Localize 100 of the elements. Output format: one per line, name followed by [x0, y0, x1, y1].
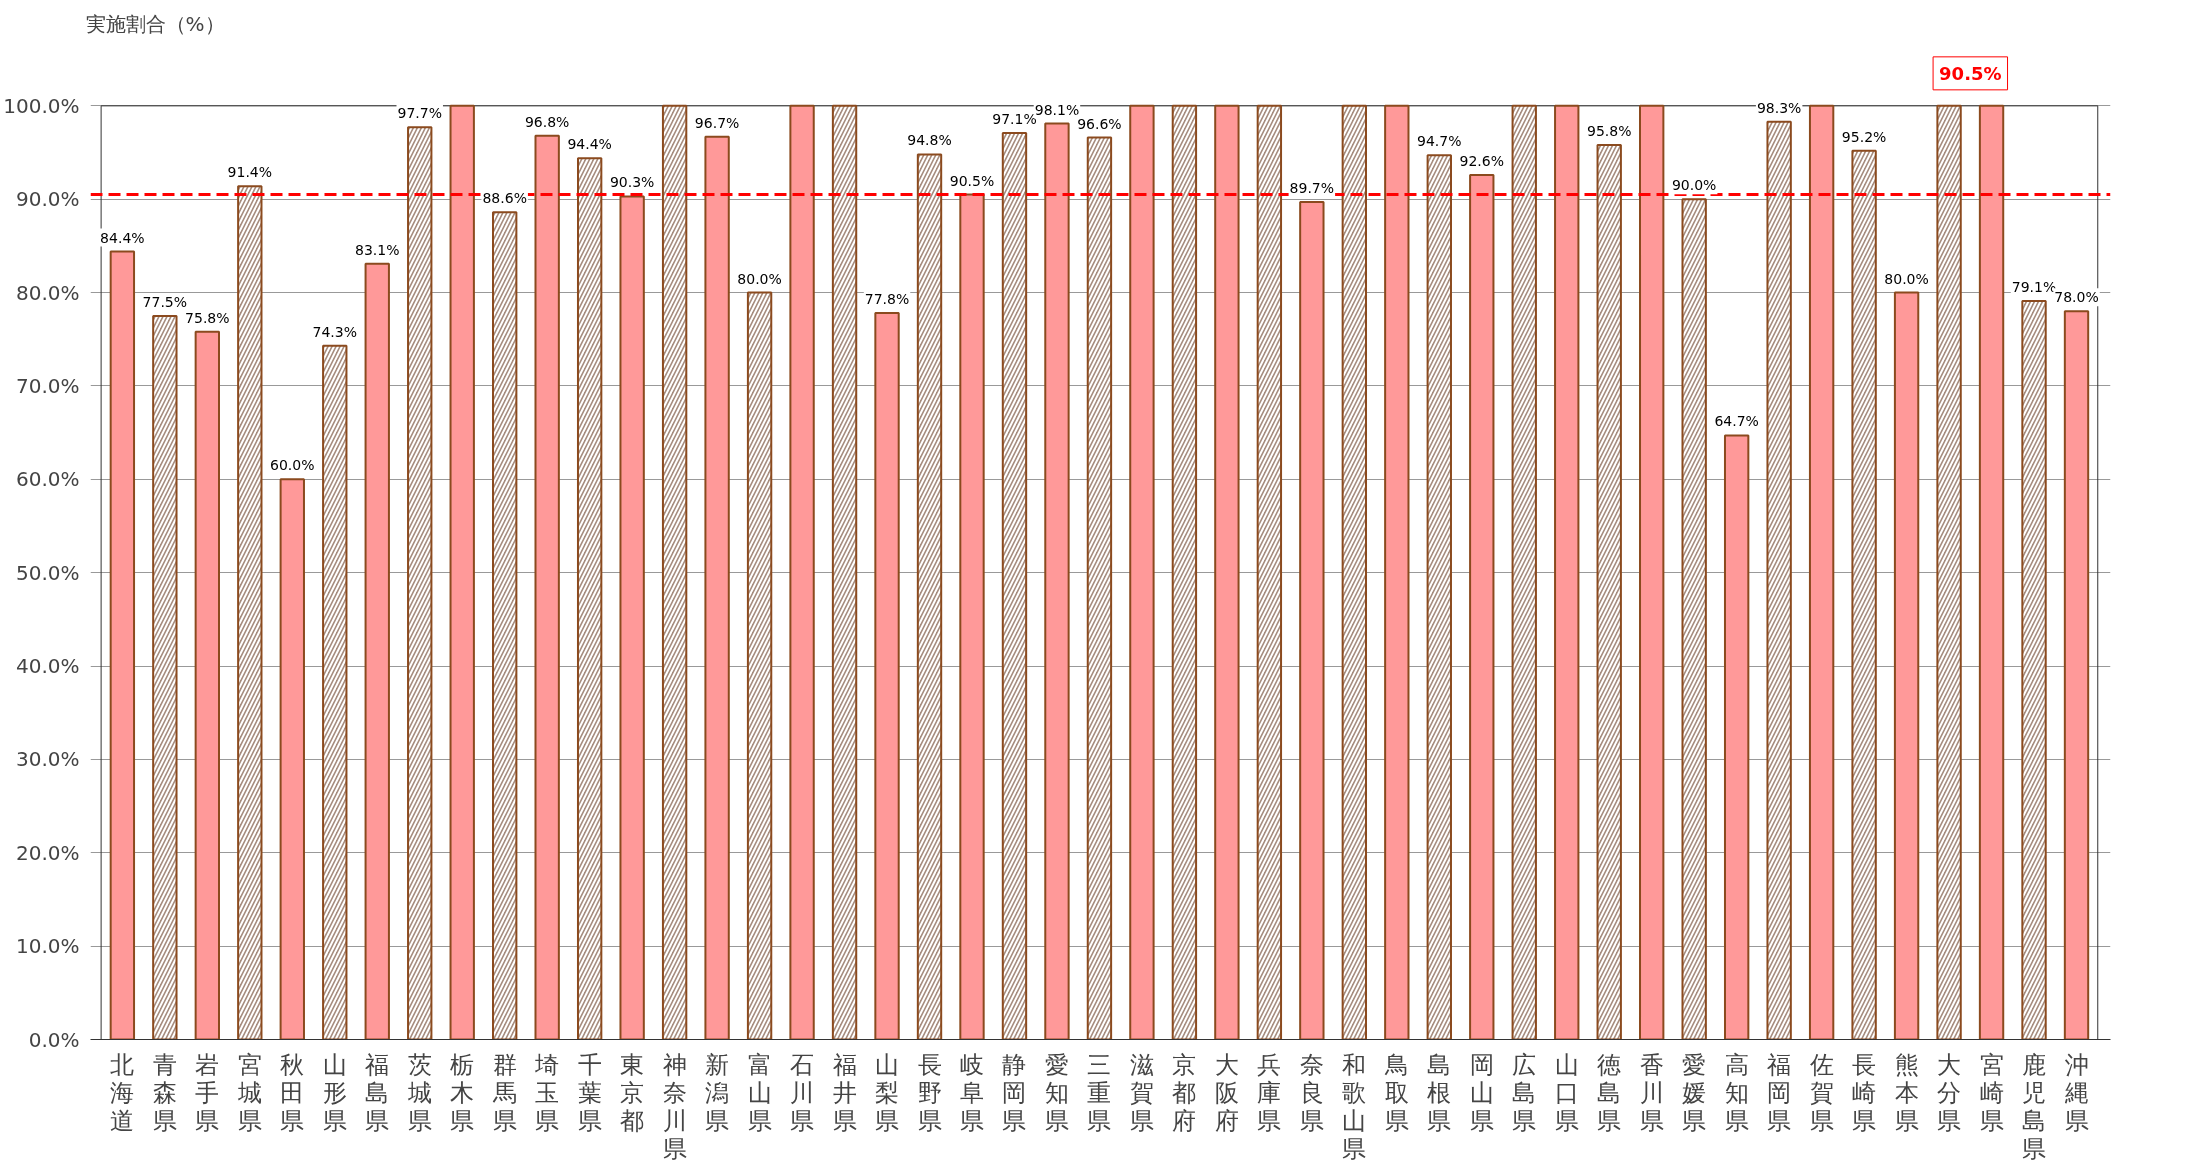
x-tick-label: 山梨県 [875, 1050, 900, 1135]
data-label: 97.1% [992, 110, 1037, 127]
x-tick-label: 鳥取県 [1383, 1050, 1409, 1135]
x-tick-label: 青森県 [152, 1050, 177, 1135]
data-label: 83.1% [355, 241, 400, 258]
data-label: 94.8% [907, 132, 952, 149]
x-tick-label: 石川県 [790, 1050, 815, 1135]
data-label: 80.0% [1884, 270, 1929, 287]
data-label: 60.0% [270, 457, 315, 474]
bar [874, 312, 900, 1040]
x-tick-label: 福岡県 [1767, 1050, 1792, 1135]
x-tick-label: 新潟県 [705, 1050, 730, 1135]
y-tick-label: 100.0% [3, 93, 80, 118]
x-tick-label: 埼玉県 [534, 1050, 560, 1135]
x-tick-label: 山形県 [322, 1050, 347, 1135]
x-tick-label: 岐阜県 [959, 1050, 984, 1135]
data-label: 89.7% [1289, 180, 1335, 197]
y-tick-label: 20.0% [15, 840, 80, 865]
data-label: 64.7% [1714, 413, 1759, 430]
data-label: 84.4% [100, 229, 145, 246]
x-tick-label: 福島県 [365, 1050, 390, 1135]
data-label: 80.0% [737, 270, 782, 287]
data-label: 78.0% [2054, 289, 2099, 306]
bar [1978, 104, 2005, 1040]
data-label: 77.8% [864, 291, 910, 308]
data-label: 92.6% [1459, 152, 1505, 169]
bar [789, 104, 815, 1040]
data-label: 96.7% [694, 114, 740, 131]
bar [1044, 122, 1070, 1040]
x-tick-label: 鹿児島県 [2022, 1050, 2047, 1163]
x-tick-label: 大分県 [1937, 1050, 1962, 1135]
ref-line-label: 90.5% [1939, 62, 2002, 84]
x-tick-label: 愛知県 [1044, 1050, 1069, 1135]
x-tick-label: 奈良県 [1299, 1050, 1324, 1135]
y-tick-label: 70.0% [15, 373, 80, 398]
x-tick-label: 大阪府 [1214, 1050, 1239, 1135]
data-label: 98.3% [1756, 99, 1802, 116]
bar [109, 250, 136, 1040]
data-label: 94.7% [1417, 133, 1462, 150]
bar [1384, 104, 1410, 1040]
y-tick-label: 60.0% [15, 467, 80, 492]
x-tick-label: 福井県 [832, 1050, 857, 1135]
data-label: 95.2% [1841, 128, 1887, 145]
bar [1469, 173, 1495, 1040]
bar [1893, 291, 1920, 1040]
data-label: 90.0% [1671, 177, 1717, 194]
x-tick-label: 熊本県 [1894, 1050, 1919, 1135]
data-label: 95.8% [1586, 123, 1632, 140]
bar [1639, 104, 1665, 1040]
bar [2063, 310, 2090, 1040]
bar [1129, 104, 1155, 1040]
data-label: 75.8% [185, 309, 230, 326]
data-label: 74.3% [312, 323, 358, 340]
x-tick-label: 長野県 [917, 1050, 942, 1135]
bar [449, 104, 475, 1040]
x-tick-label: 兵庫県 [1257, 1050, 1282, 1135]
y-tick-label: 50.0% [15, 560, 80, 585]
x-tick-label: 栃木県 [450, 1050, 475, 1135]
data-label: 96.6% [1077, 115, 1122, 132]
x-tick-label: 秋田県 [280, 1050, 305, 1135]
x-tick-label: 香川県 [1639, 1050, 1664, 1135]
data-label: 90.3% [609, 174, 655, 191]
data-label: 91.4% [227, 164, 273, 181]
x-tick-label: 京都府 [1172, 1050, 1197, 1135]
data-label: 96.8% [524, 113, 570, 130]
x-tick-label: 滋賀県 [1129, 1050, 1154, 1135]
x-tick-label: 北海道 [110, 1050, 135, 1135]
y-tick-label: 30.0% [15, 747, 80, 772]
x-tick-label: 茨城県 [406, 1050, 432, 1135]
x-tick-label: 富山県 [747, 1050, 772, 1135]
x-tick-label: 岩手県 [195, 1050, 220, 1135]
bar [364, 262, 390, 1040]
y-tick-label: 80.0% [15, 280, 80, 305]
data-label: 94.4% [567, 136, 612, 153]
bar [1808, 104, 1835, 1040]
x-tick-label: 宮崎県 [1979, 1050, 2004, 1135]
x-tick-label: 徳島県 [1597, 1050, 1622, 1135]
bar [1554, 104, 1580, 1040]
bar [534, 134, 560, 1040]
y-tick-label: 90.0% [15, 187, 80, 212]
bar [704, 135, 730, 1040]
x-tick-label: 佐賀県 [1809, 1050, 1834, 1135]
y-tick-label: 0.0% [28, 1027, 80, 1052]
x-tick-label: 愛媛県 [1682, 1050, 1707, 1135]
data-label: 98.1% [1034, 101, 1080, 118]
x-tick-label: 宮城県 [236, 1050, 262, 1135]
x-tick-label: 島根県 [1427, 1050, 1452, 1135]
data-label: 77.5% [142, 293, 188, 310]
bar [279, 478, 305, 1040]
x-tick-label: 和歌山県 [1342, 1050, 1367, 1163]
bar [1723, 434, 1750, 1040]
data-label: 88.6% [482, 190, 527, 207]
x-tick-label: 高知県 [1724, 1050, 1749, 1135]
x-tick-label: 山口県 [1554, 1050, 1579, 1135]
x-tick-label: 神奈川県 [662, 1050, 687, 1163]
x-tick-label: 岡山県 [1469, 1050, 1494, 1135]
y-tick-label: 40.0% [15, 654, 80, 679]
y-axis-title: 実施割合（%） [85, 11, 225, 36]
x-tick-label: 東京都 [620, 1050, 645, 1135]
data-label: 90.5% [949, 172, 995, 189]
